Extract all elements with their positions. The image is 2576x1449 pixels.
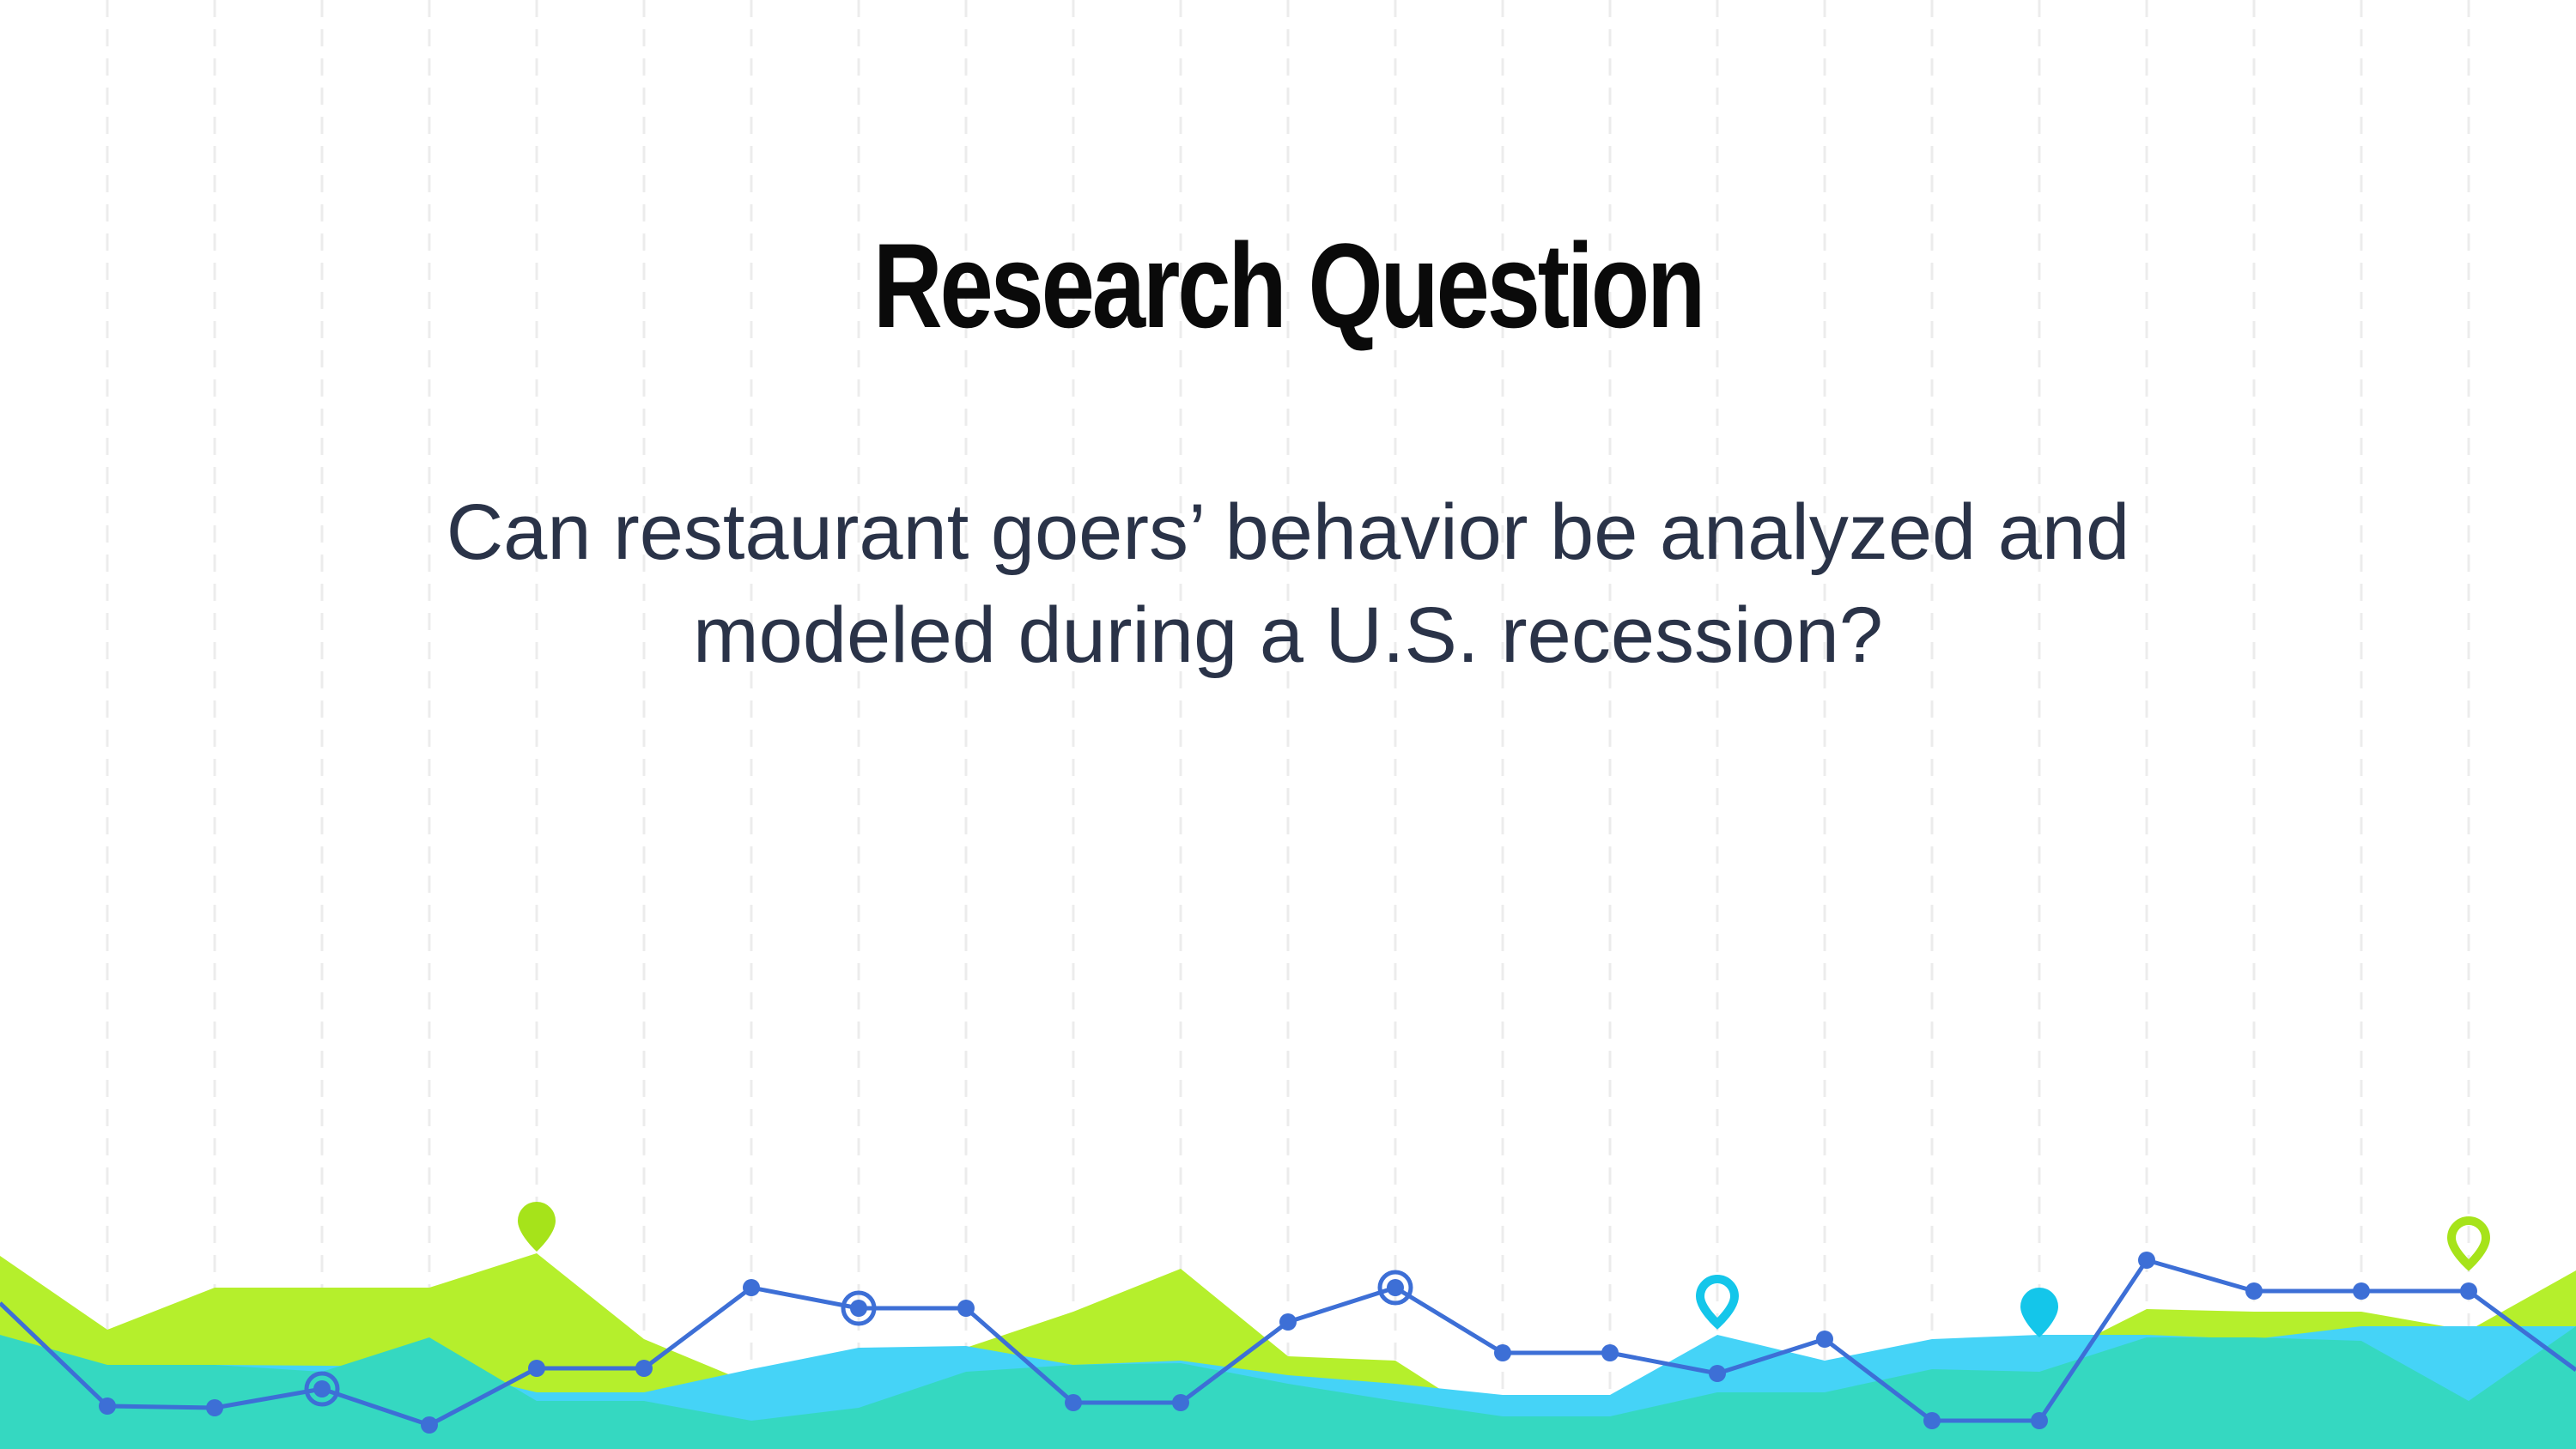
grid-lines [106, 0, 2470, 1449]
research-question-text: Can restaurant goers’ behavior be analyz… [446, 488, 2130, 679]
map-pin-icon [518, 1202, 2491, 1337]
trend-points [99, 1252, 2477, 1434]
target-icon [304, 1270, 1413, 1407]
slide-title: Research Question [872, 218, 1706, 353]
